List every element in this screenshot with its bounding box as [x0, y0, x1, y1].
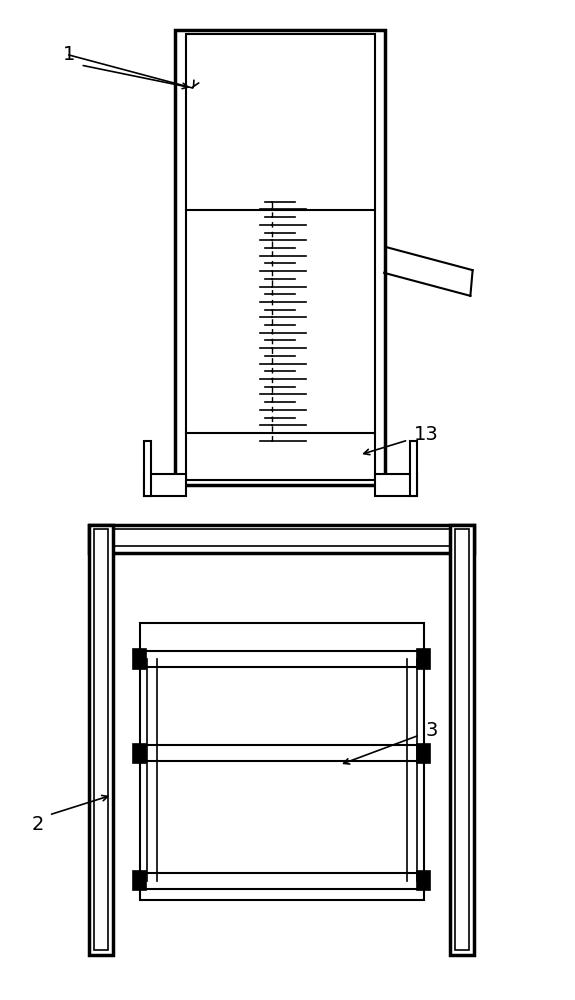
- Bar: [133, 649, 146, 669]
- Text: 13: 13: [414, 426, 439, 444]
- Bar: [133, 871, 146, 890]
- Bar: [144, 474, 186, 496]
- Bar: [140, 623, 424, 900]
- Bar: [417, 649, 430, 669]
- Bar: [140, 745, 424, 761]
- Bar: [455, 529, 469, 950]
- Bar: [410, 441, 417, 496]
- Bar: [175, 30, 385, 485]
- Bar: [186, 34, 375, 480]
- Bar: [417, 744, 430, 763]
- Bar: [89, 525, 113, 955]
- Bar: [417, 871, 430, 890]
- Bar: [140, 873, 424, 889]
- Bar: [144, 441, 151, 496]
- Bar: [140, 651, 424, 667]
- Bar: [97, 529, 467, 546]
- Bar: [375, 474, 417, 496]
- Text: 1: 1: [63, 45, 75, 64]
- Bar: [89, 525, 474, 553]
- Bar: [133, 744, 146, 763]
- Text: 2: 2: [31, 816, 44, 834]
- Text: 3: 3: [426, 720, 438, 740]
- Bar: [94, 529, 108, 950]
- Bar: [450, 525, 474, 955]
